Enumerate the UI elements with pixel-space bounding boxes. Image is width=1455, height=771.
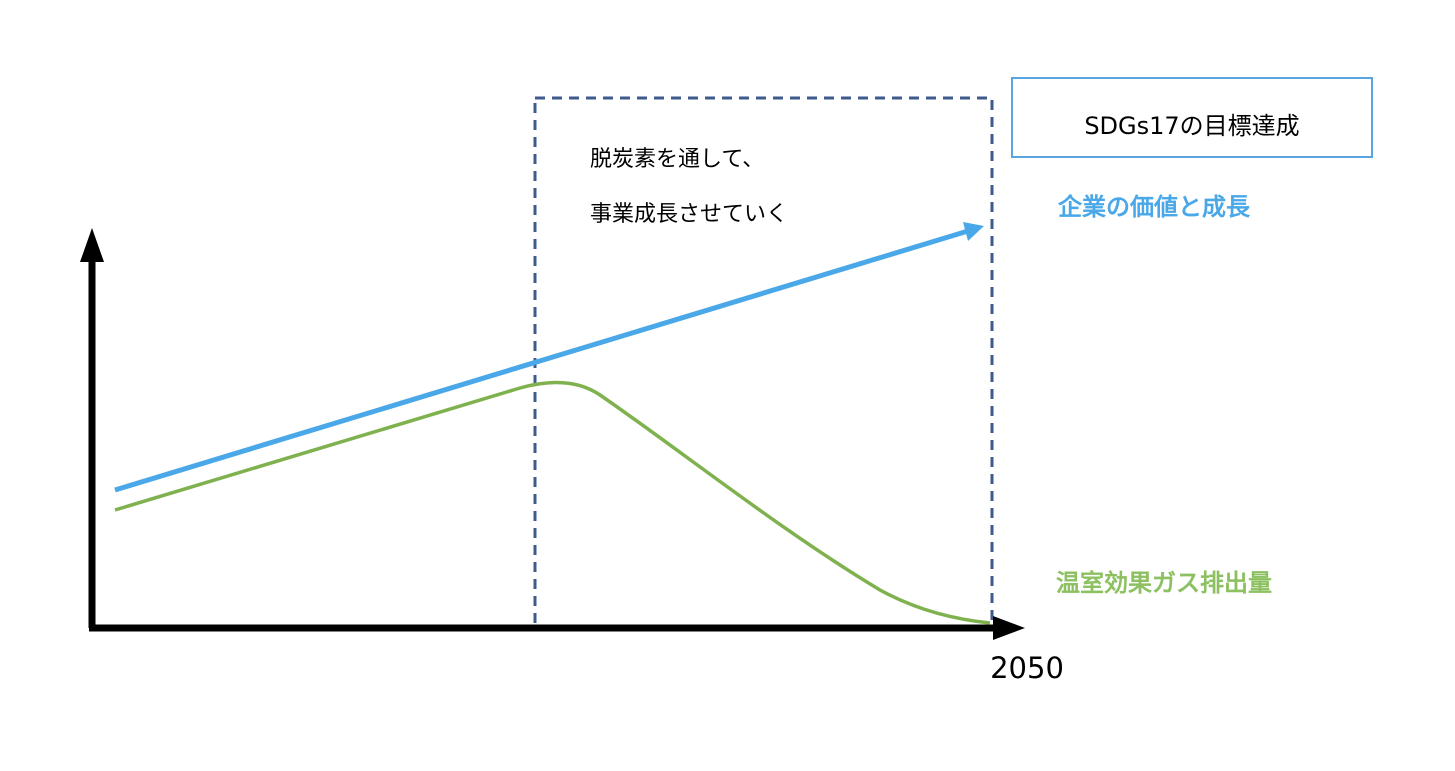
emission-label: 温室効果ガス排出量 xyxy=(1056,569,1272,597)
goal-title: SDGs17の目標達成 xyxy=(1084,112,1299,140)
goal-box xyxy=(1011,77,1373,158)
growth-label: 企業の価値と成長 xyxy=(1058,193,1251,221)
y-axis-arrow xyxy=(80,228,104,262)
annotation-line: 脱炭素を通して、 xyxy=(590,147,764,172)
x-axis-arrow xyxy=(993,616,1025,640)
focus-region xyxy=(533,96,994,628)
growth-line xyxy=(114,228,969,493)
annotation-line: 事業成長させていく xyxy=(590,202,788,227)
x-axis-label: 2050 xyxy=(990,651,1064,685)
emission-curve xyxy=(114,380,991,625)
growth-arrow xyxy=(963,222,984,241)
